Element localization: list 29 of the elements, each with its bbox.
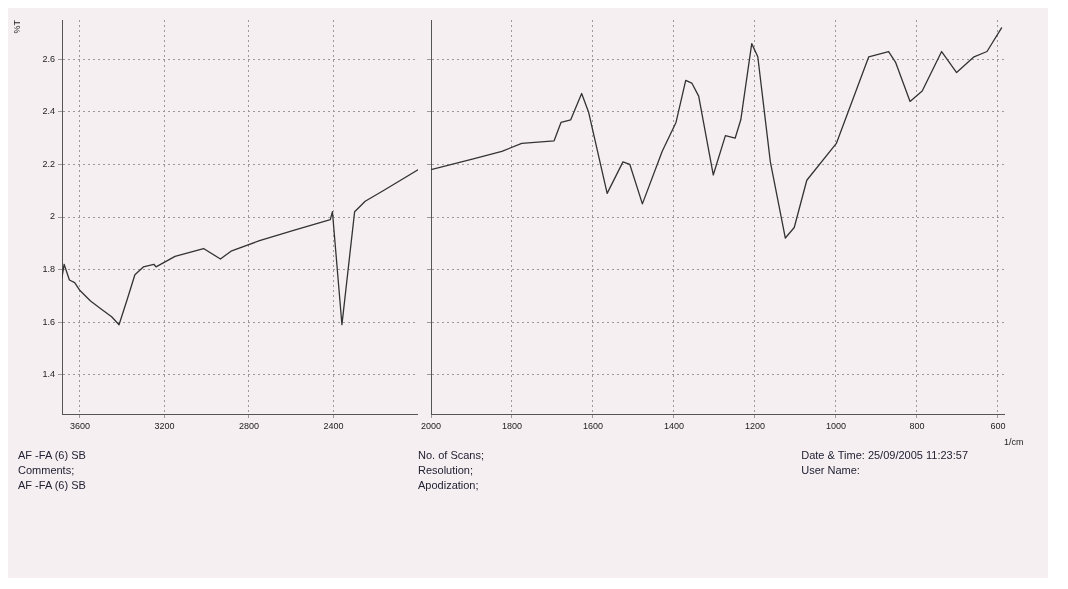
y-tick-label: 1.8 xyxy=(42,264,55,275)
x-tick-label: 3600 xyxy=(69,420,90,431)
x-tick-label: 800 xyxy=(909,420,925,431)
y-tick-label: 2.4 xyxy=(42,106,55,117)
x-tick-label: 2000 xyxy=(421,420,442,431)
x-axis-title: 1/cm xyxy=(1004,437,1024,448)
x-tick-label: 1400 xyxy=(663,420,684,431)
x-tick-label: 1000 xyxy=(825,420,846,431)
text: AF -FA (6) SB xyxy=(18,448,86,463)
text: No. of Scans; xyxy=(418,448,485,463)
text: User Name: xyxy=(801,463,861,478)
y-tick-label: 1.6 xyxy=(42,316,55,327)
y-axis-title: %T xyxy=(11,19,22,34)
y-tick-label: 2.6 xyxy=(42,53,55,64)
y-tick-label: 2.2 xyxy=(42,158,55,169)
text: AF -FA (6) SB xyxy=(18,478,86,493)
x-tick-label: 3200 xyxy=(154,420,175,431)
text: Apodization; xyxy=(418,478,480,493)
x-tick-label: 2400 xyxy=(323,420,344,431)
y-tick-label: 1.4 xyxy=(42,369,55,380)
text: Comments; xyxy=(18,463,76,478)
x-tick-label: 600 xyxy=(990,420,1006,431)
x-tick-label: 1800 xyxy=(501,420,523,431)
x-tick-label: 1600 xyxy=(582,420,603,431)
text: Date & Time: 25/09/2005 11:23:57 xyxy=(801,448,968,463)
y-tick-label: 2 xyxy=(49,211,55,222)
x-tick-label: 2800 xyxy=(238,420,259,431)
text: Resolution; xyxy=(418,463,475,478)
x-tick-label: 1200 xyxy=(744,420,765,431)
